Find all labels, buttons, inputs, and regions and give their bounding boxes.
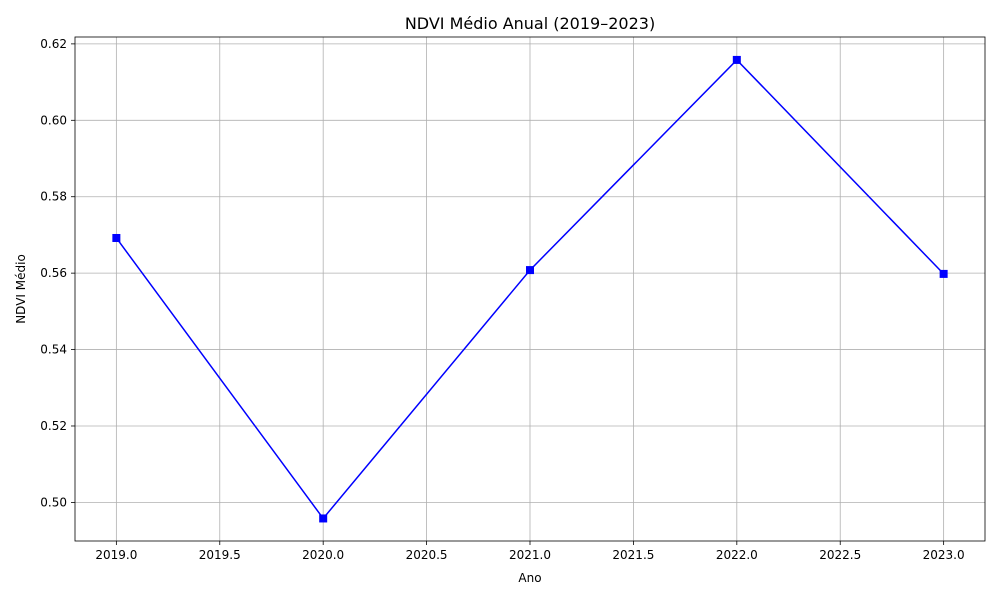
- x-tick-label: 2021.0: [509, 548, 551, 562]
- gridlines: [75, 37, 985, 541]
- x-tick-label: 2022.5: [819, 548, 861, 562]
- x-tick-label: 2023.0: [923, 548, 965, 562]
- x-tick-label: 2019.5: [199, 548, 241, 562]
- x-tick-label: 2022.0: [716, 548, 758, 562]
- y-tick-label: 0.54: [40, 343, 67, 357]
- data-point-marker: [732, 55, 741, 64]
- y-tick-label: 0.56: [40, 266, 67, 280]
- x-tick-label: 2021.5: [612, 548, 654, 562]
- y-tick-label: 0.52: [40, 419, 67, 433]
- x-tick-label: 2020.5: [406, 548, 448, 562]
- y-axis-label: NDVI Médio: [14, 254, 28, 324]
- x-tick-label: 2019.0: [95, 548, 137, 562]
- x-axis-label: Ano: [518, 571, 541, 585]
- y-tick-label: 0.58: [40, 190, 67, 204]
- data-point-marker: [319, 514, 328, 523]
- series-layer: [112, 55, 948, 523]
- x-axis: 2019.0 2019.5 2020.0 2020.5 2021.0 2021.5 2022…: [95, 541, 965, 562]
- data-point-marker: [939, 269, 948, 278]
- x-tick-label: 2020.0: [302, 548, 344, 562]
- data-point-marker: [112, 233, 121, 242]
- y-tick-label: 0.62: [40, 37, 67, 51]
- y-tick-label: 0.60: [40, 113, 67, 127]
- y-axis: 0.50 0.52 0.54 0.56 0.58 0.60 0.62: [40, 37, 75, 509]
- data-point-marker: [526, 266, 534, 275]
- y-tick-label: 0.50: [40, 495, 67, 509]
- chart-title: NDVI Médio Anual (2019–2023): [405, 14, 655, 33]
